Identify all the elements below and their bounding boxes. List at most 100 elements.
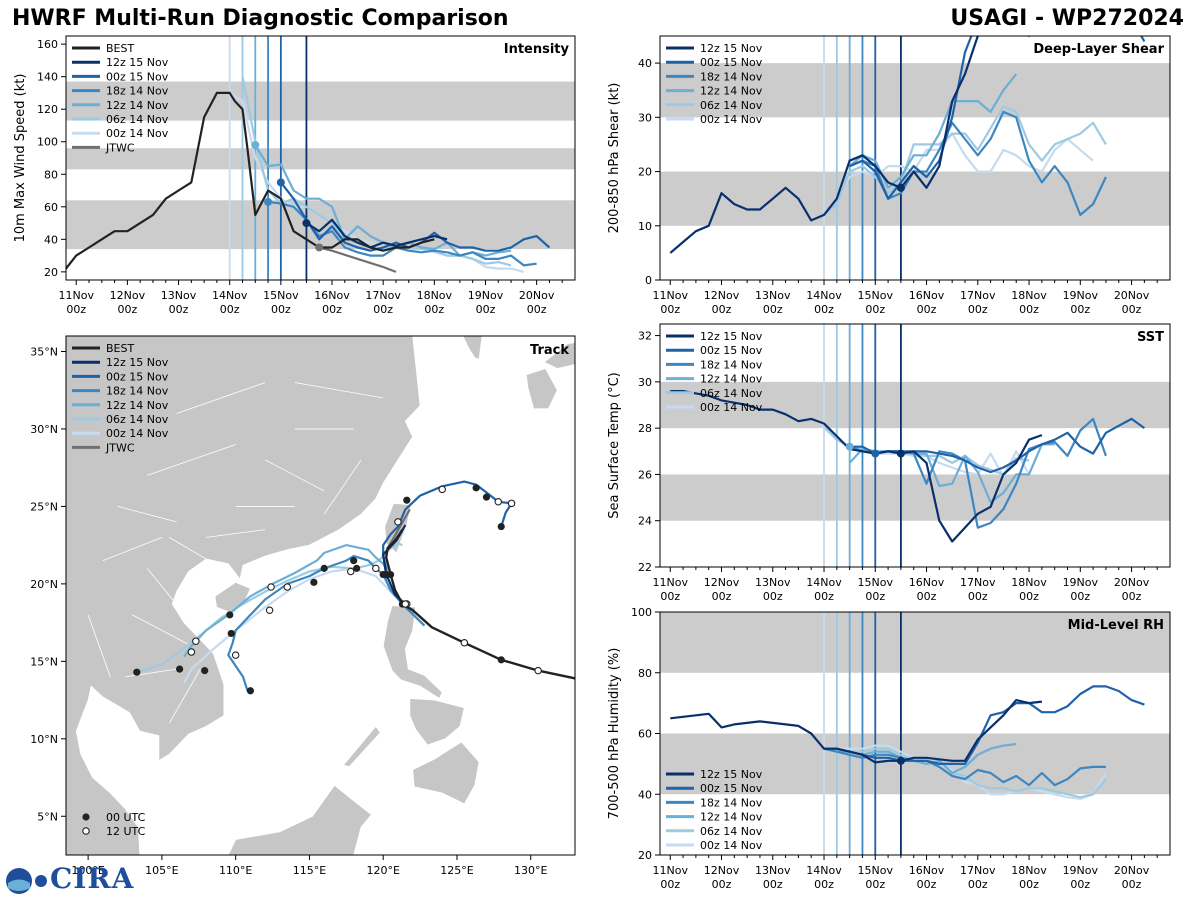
- legend-label: 12z 14 Nov: [700, 811, 763, 824]
- legend-label: 06z 14 Nov: [700, 387, 763, 400]
- panel-track: 5°N 10°N 15°N 20°N 25°N 30°N 35°N 100°E 105°E 110…: [30, 335, 576, 877]
- x-tick-day-label: 17Nov: [365, 289, 401, 302]
- category-band: [660, 733, 1170, 795]
- y-tick-label: 20: [638, 849, 652, 862]
- legend-label: 00z 15 Nov: [700, 344, 763, 357]
- y-tick-label: 80: [638, 667, 652, 680]
- legend-label: 12z 14 Nov: [106, 399, 169, 412]
- y-tick-label: 160: [37, 38, 58, 51]
- position-00utc-marker: [497, 522, 505, 531]
- legend-label: 00z 15 Nov: [106, 70, 169, 83]
- legend-label: 12 UTC: [106, 825, 146, 838]
- x-tick-hour-label: 00z: [968, 303, 988, 316]
- cira-logo-text: CIRA: [50, 862, 135, 895]
- x-tick-day-label: 17Nov: [960, 864, 996, 877]
- series-line-12z-14-nov: [848, 73, 1018, 189]
- x-tick-day-label: 19Nov: [468, 289, 504, 302]
- init-marker: [251, 140, 260, 149]
- x-tick-hour-label: 00z: [476, 303, 496, 316]
- legend-label: 12z 14 Nov: [106, 99, 169, 112]
- legend-label: BEST: [106, 342, 134, 355]
- legend-label: 00z 14 Nov: [106, 427, 169, 440]
- legend-label: 00z 14 Nov: [700, 401, 763, 414]
- x-tick-day-label: 17Nov: [960, 289, 996, 302]
- lon-tick-label: 120°E: [366, 864, 399, 877]
- lat-tick-label: 30°N: [30, 423, 58, 436]
- x-tick-day-label: 20Nov: [1114, 864, 1150, 877]
- x-tick-day-label: 12Nov: [110, 289, 146, 302]
- x-tick-day-label: 13Nov: [755, 864, 791, 877]
- land-mindanao: [412, 741, 480, 805]
- legend-label: 12z 15 Nov: [106, 356, 169, 369]
- legend-label: JTWC: [105, 441, 135, 454]
- y-tick-label: 32: [638, 330, 652, 343]
- admin-border: [102, 537, 163, 562]
- x-tick-hour-label: 00z: [917, 590, 937, 603]
- position-00utc-marker: [353, 564, 361, 572]
- series-line-best: [66, 91, 435, 271]
- legend-label: 00 UTC: [106, 811, 146, 824]
- land-korea: [462, 336, 483, 360]
- y-tick-label: 30: [638, 111, 652, 124]
- legend-label: 18z 14 Nov: [700, 70, 763, 83]
- x-tick-hour-label: 00z: [712, 303, 732, 316]
- init-marker: [276, 178, 285, 187]
- y-tick-label: 60: [638, 728, 652, 741]
- init-marker: [302, 219, 311, 228]
- admin-border: [206, 529, 266, 538]
- y-tick-label: 100: [37, 136, 58, 149]
- admin-border: [168, 668, 201, 724]
- x-tick-day-label: 18Nov: [417, 289, 453, 302]
- noaa-logo-icon: [6, 868, 47, 894]
- x-tick-day-label: 19Nov: [1063, 576, 1099, 589]
- x-tick-hour-label: 00z: [373, 303, 393, 316]
- legend-label: 00z 14 Nov: [700, 839, 763, 852]
- x-tick-day-label: 20Nov: [1114, 289, 1150, 302]
- land-visayas: [409, 698, 465, 746]
- position-12utc-marker: [346, 567, 355, 576]
- panel-frame: [65, 35, 576, 281]
- x-tick-hour-label: 00z: [712, 878, 732, 891]
- x-tick-day-label: 18Nov: [1011, 289, 1047, 302]
- land-borneo: [227, 784, 372, 855]
- series-line-12z-15-nov: [305, 218, 448, 249]
- position-00utc-marker: [310, 578, 318, 586]
- plot-area: [660, 36, 1170, 280]
- plot-area: [660, 612, 1170, 855]
- legend-label: 00z 15 Nov: [700, 56, 763, 69]
- init-marker: [264, 197, 273, 206]
- x-tick-hour-label: 00z: [271, 303, 291, 316]
- land-luzon: [382, 605, 443, 700]
- x-tick-hour-label: 00z: [1070, 590, 1090, 603]
- legend-label: 00z 14 Nov: [106, 127, 169, 140]
- admin-border: [146, 568, 192, 623]
- position-12utc-marker: [283, 583, 292, 591]
- x-tick-day-label: 11Nov: [653, 864, 689, 877]
- x-tick-hour-label: 00z: [865, 303, 885, 316]
- x-tick-hour-label: 00z: [968, 878, 988, 891]
- position-12utc-marker: [494, 498, 503, 506]
- x-tick-day-label: 11Nov: [58, 289, 94, 302]
- y-tick-label: 40: [44, 233, 58, 246]
- x-tick-day-label: 16Nov: [909, 576, 945, 589]
- panel-title: SST: [1137, 330, 1164, 345]
- position-12utc-marker: [507, 499, 516, 508]
- position-00utc-marker: [201, 667, 209, 675]
- legend-label: 06z 14 Nov: [106, 413, 169, 426]
- y-tick-label: 100: [631, 606, 652, 619]
- y-tick-label: 0: [645, 274, 652, 287]
- x-tick-hour-label: 00z: [865, 878, 885, 891]
- x-tick-day-label: 17Nov: [960, 576, 996, 589]
- position-00utc-marker: [403, 496, 411, 504]
- land-palawan: [342, 725, 381, 768]
- y-tick-label: 24: [638, 515, 652, 528]
- series-line-06z-14-nov: [823, 747, 1107, 799]
- y-axis-label: 700-500 hPa Humidity (%): [607, 648, 622, 820]
- x-tick-day-label: 16Nov: [909, 864, 945, 877]
- land-asia-mainland: [66, 336, 421, 855]
- y-tick-label: 80: [44, 168, 58, 181]
- position-00utc-marker: [350, 557, 358, 565]
- series-line-00z-14-nov: [823, 132, 1094, 216]
- panel-frame: [659, 323, 1171, 568]
- x-tick-hour-label: 00z: [660, 303, 680, 316]
